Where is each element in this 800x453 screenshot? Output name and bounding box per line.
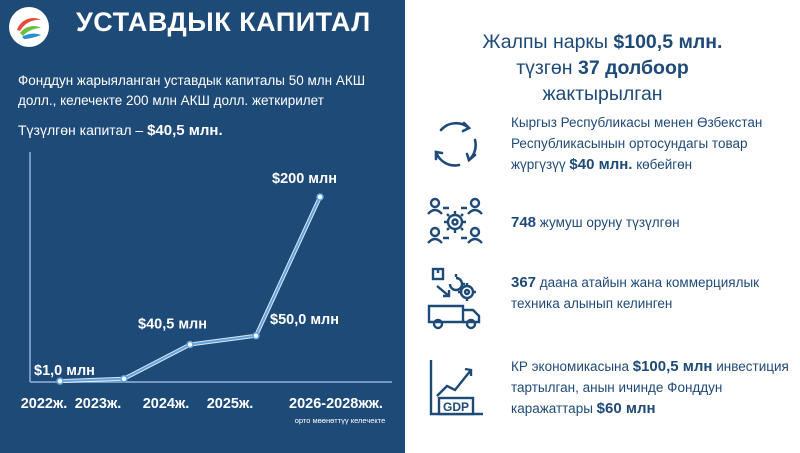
stat-trade-value: $40 млн. bbox=[569, 156, 633, 173]
headline-text: Жалпы наркы bbox=[482, 31, 614, 53]
x-tick-label: 2023ж. bbox=[75, 396, 122, 412]
stat-investment-text: КР экономикасына $100,5 млн инвестиция т… bbox=[511, 358, 789, 417]
x-tick-label: 2025ж. bbox=[207, 396, 254, 412]
stat-jobs-text: 748 жумуш оруну түзүлгөн bbox=[511, 214, 680, 231]
truck-gear-icon bbox=[427, 267, 481, 330]
left-panel: УСТАВДЫК КАПИТАЛ Фонддун жарыяланган уст… bbox=[0, 0, 405, 453]
headline-total-value: $100,5 млн. bbox=[613, 31, 723, 53]
people-gear-icon bbox=[427, 197, 483, 244]
data-label: $40,5 млн bbox=[138, 317, 207, 333]
gdp-label: GDP bbox=[443, 400, 469, 414]
capital-label: Түзүлгөн капитал – bbox=[18, 122, 148, 138]
capital-line-chart: $1,0 млн $40,5 млн $50,0 млн $200 млн 2022ж.… bbox=[21, 152, 392, 425]
headline-text: жактырылган bbox=[542, 83, 663, 105]
capital-description: Фонддун жарыяланган уставдык капиталы 50… bbox=[18, 73, 366, 108]
stat-jobs-value: 748 bbox=[511, 214, 537, 231]
stat-investment-value: $100,5 млн bbox=[632, 358, 713, 375]
x-tick-label: 2026-2028жж. bbox=[289, 396, 383, 412]
category-note: орто мөөнөттүү келечекте bbox=[295, 416, 386, 425]
data-point bbox=[56, 377, 64, 385]
data-label: $50,0 млн bbox=[270, 312, 339, 328]
series-line-outline bbox=[59, 196, 322, 384]
x-tick-label: 2024ж. bbox=[143, 396, 190, 412]
stat-fund-value: $60 млн bbox=[596, 400, 656, 417]
stat-equipment-text: 367 даана атайын жана коммерциялык техни… bbox=[511, 274, 760, 311]
stat-trade-text: Кыргыз Республикасы менен Өзбекстан Респ… bbox=[511, 115, 763, 173]
cycle-arrows-icon bbox=[434, 121, 477, 167]
x-tick-label: 2022ж. bbox=[21, 396, 68, 412]
data-point bbox=[252, 332, 260, 340]
capital-value: $40,5 млн. bbox=[147, 122, 223, 139]
stat-equipment-value: 367 bbox=[511, 274, 537, 291]
projects-headline: Жалпы наркы $100,5 млн. түзгөн 37 долбоо… bbox=[405, 29, 800, 107]
capital-summary: Түзүлгөн капитал – $40,5 млн. bbox=[18, 122, 223, 139]
right-panel: Жалпы наркы $100,5 млн. түзгөн 37 долбоо… bbox=[405, 0, 800, 453]
data-point bbox=[316, 193, 324, 201]
page-title: УСТАВДЫК КАПИТАЛ bbox=[76, 7, 371, 37]
fund-logo-icon bbox=[9, 7, 49, 47]
data-label: $1,0 млн bbox=[34, 363, 95, 379]
headline-text: түзгөн bbox=[516, 57, 578, 79]
gdp-chart-icon: GDP bbox=[429, 360, 483, 416]
data-point bbox=[120, 375, 128, 383]
data-label: $200 млн bbox=[272, 171, 337, 187]
data-point bbox=[186, 340, 194, 349]
series-line bbox=[59, 196, 321, 383]
headline-project-count: 37 долбоор bbox=[577, 57, 689, 79]
